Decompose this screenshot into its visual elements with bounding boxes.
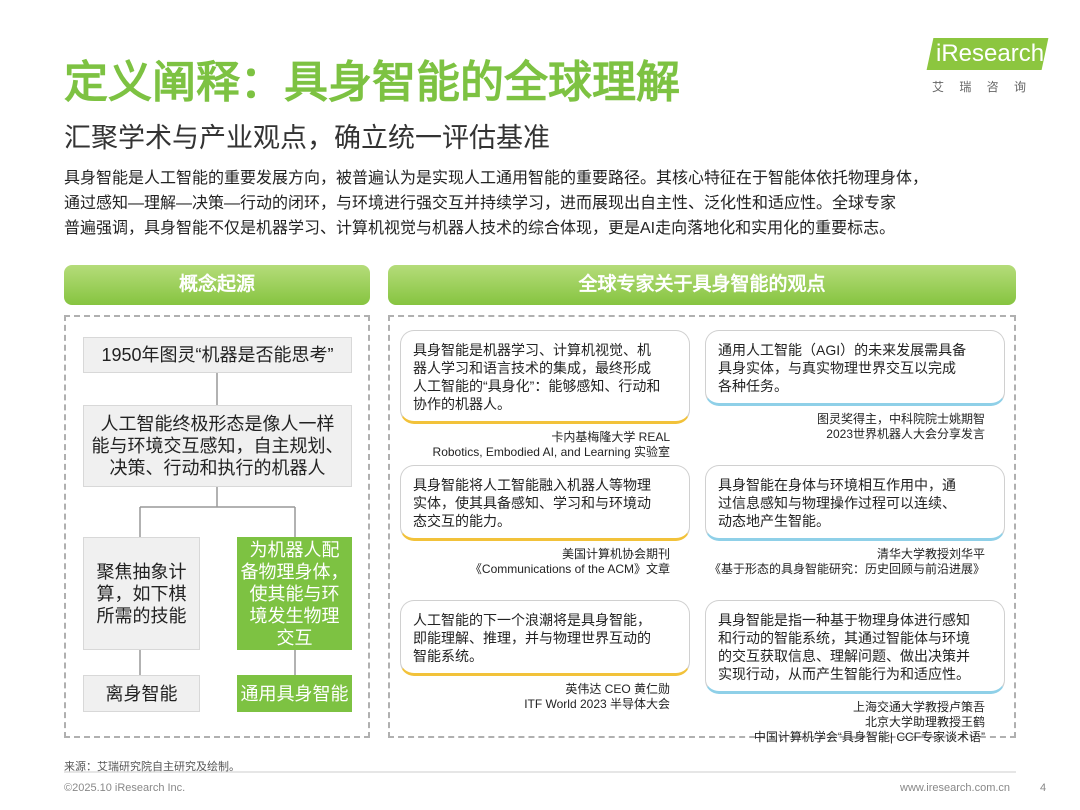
box-line: 算，如下棋 [96, 583, 187, 604]
quote-line: 具身智能是指一种基于物理身体进行感知 [718, 612, 970, 628]
box-line: 决策、行动和执行的机器人 [109, 458, 326, 478]
quote-line: 具身智能是机器学习、计算机视觉、机 [413, 342, 651, 358]
quote-line: 协作的机器人。 [413, 396, 511, 412]
concept-box: 人工智能终极形态是像人一样 能与环境交互感知，自主规划、 决策、行动和执行的机器人 [83, 405, 352, 487]
quote-line: 各种任务。 [718, 378, 788, 394]
box-line: 使其能与环 [249, 583, 340, 604]
concept-box: 离身智能 [83, 675, 200, 712]
quote-line: 实现行动，从而产生智能行为和适应性。 [718, 666, 970, 682]
quote-line: 和行动的智能系统，其通过智能体与环境 [718, 630, 970, 646]
quote-source: 卡内基梅隆大学 REAL Robotics, Embodied AI, and L… [370, 430, 670, 460]
quote-line: 人工智能的下一个浪潮将是具身智能， [413, 612, 651, 628]
title: 定义阐释：具身智能的全球理解 [64, 58, 680, 107]
box-line: 聚焦抽象计 [96, 561, 187, 582]
box-line: 备物理身体， [240, 561, 349, 582]
quote-card: 具身智能是指一种基于物理身体进行感知 和行动的智能系统，其通过智能体与环境 的交互获… [705, 600, 1005, 694]
quote-line: 智能系统。 [413, 648, 483, 664]
left-header: 概念起源 [64, 265, 370, 305]
source-line: 卡内基梅隆大学 REAL [551, 430, 670, 444]
concept-box: 通用具身智能 [237, 675, 352, 712]
source-line: 图灵奖得主，中科院院士姚期智 [816, 412, 985, 426]
quote-line: 即能理解、推理，并与物理世界互动的 [413, 630, 651, 646]
quote-card: 人工智能的下一个浪潮将是具身智能， 即能理解、推理，并与物理世界互动的 智能系统。 [400, 600, 690, 676]
box-line: 通用具身智能 [240, 683, 349, 704]
quote-line: 态交互的能力。 [413, 513, 511, 529]
source-line: 中国计算机学会“具身智能| CCF专家谈术语” [753, 730, 985, 744]
box-line: 1950年图灵“机器是否能思考” [101, 345, 334, 365]
source-line: 《基于形态的具身智能研究：历史回顾与前沿进展》 [708, 562, 985, 576]
quote-line: 实体，使其具备感知、学习和与环境动 [413, 495, 651, 511]
intro: 具身智能是人工智能的重要发展方向，被普遍认为是实现人工通用智能的重要路径。其核心… [64, 166, 928, 241]
quote-line: 具身智能在身体与环境相互作用中，通 [718, 477, 956, 493]
quote-line: 器人学习和语言技术的集成，最终形成 [413, 360, 651, 376]
quote-line: 通用人工智能（AGI）的未来发展需具备 [718, 342, 967, 358]
box-line: 境发生物理 [249, 605, 340, 626]
source-note: 来源：艾瑞研究院自主研究及绘制。 [64, 761, 240, 773]
source-line: ITF World 2023 半导体大会 [524, 697, 670, 711]
quote-source: 英伟达 CEO 黄仁勋 ITF World 2023 半导体大会 [370, 682, 670, 712]
quote-line: 动态地产生智能。 [718, 513, 830, 529]
source-line: 英伟达 CEO 黄仁勋 [565, 682, 670, 696]
page-number: 4 [1040, 782, 1047, 794]
intro-line: 普遍强调，具身智能不仅是机器学习、计算机视觉与机器人技术的综合体现，更是AI走向… [64, 220, 896, 237]
quote-source: 上海交通大学教授卢策吾 北京大学助理教授王鹤 中国计算机学会“具身智能| CCF专家… [675, 700, 985, 745]
box-line: 为机器人配 [249, 539, 340, 560]
intro-line: 通过感知—理解—决策—行动的闭环，与环境进行强交互并持续学习，进而展现出自主性、… [64, 195, 897, 212]
logo: iResearch [936, 40, 1045, 67]
quote-line: 具身实体，与真实物理世界交互以完成 [718, 360, 956, 376]
source-line: Robotics, Embodied AI, and Learning 实验室 [432, 445, 670, 459]
quote-line: 人工智能的“具身化”：能够感知、行动和 [413, 378, 661, 394]
url: www.iresearch.com.cn [900, 782, 1011, 794]
box-line: 离身智能 [105, 683, 178, 704]
quote-line: 具身智能将人工智能融入机器人等物理 [413, 477, 651, 493]
box-line: 交互 [276, 627, 313, 648]
right-panel [388, 315, 1016, 738]
box-line: 所需的技能 [96, 605, 187, 626]
quote-card: 具身智能在身体与环境相互作用中，通 过信息感知与物理操作过程可以连续、 动态地产生智… [705, 465, 1005, 541]
quote-source: 美国计算机协会期刊 《Communications of the ACM》文章 [370, 547, 670, 577]
source-line: 北京大学助理教授王鹤 [864, 715, 985, 729]
quote-source: 图灵奖得主，中科院院士姚期智 2023世界机器人大会分享发言 [675, 412, 985, 442]
right-header: 全球专家关于具身智能的观点 [388, 265, 1016, 305]
quote-card: 具身智能是机器学习、计算机视觉、机 器人学习和语言技术的集成，最终形成 人工智能的“… [400, 330, 690, 424]
source-line: 《Communications of the ACM》文章 [469, 562, 670, 576]
concept-box: 为机器人配 备物理身体， 使其能与环 境发生物理 交互 [237, 537, 352, 650]
box-line: 人工智能终极形态是像人一样 [100, 414, 335, 434]
source-line: 清华大学教授刘华平 [876, 547, 985, 561]
quote-line: 过信息感知与物理操作过程可以连续、 [718, 495, 956, 511]
source-line: 美国计算机协会期刊 [561, 547, 670, 561]
intro-line: 具身智能是人工智能的重要发展方向，被普遍认为是实现人工通用智能的重要路径。其核心… [64, 170, 929, 187]
quote-card: 通用人工智能（AGI）的未来发展需具备 具身实体，与真实物理世界交互以完成 各种任务… [705, 330, 1005, 406]
logo-sub: 艾 瑞 咨 询 [932, 80, 1033, 94]
quote-card: 具身智能将人工智能融入机器人等物理 实体，使其具备感知、学习和与环境动 态交互的能力… [400, 465, 690, 541]
copyright: ©2025.10 iResearch Inc. [64, 782, 186, 794]
left-panel [64, 315, 370, 738]
source-line: 2023世界机器人大会分享发言 [826, 427, 985, 441]
source-line: 上海交通大学教授卢策吾 [852, 700, 985, 714]
concept-box: 聚焦抽象计 算，如下棋 所需的技能 [83, 537, 200, 650]
quote-source: 清华大学教授刘华平 《基于形态的具身智能研究：历史回顾与前沿进展》 [675, 547, 985, 577]
concept-box: 1950年图灵“机器是否能思考” [83, 337, 352, 373]
box-line: 能与环境交互感知，自主规划、 [91, 436, 344, 456]
quote-line: 的交互获取信息、理解问题、做出决策并 [718, 648, 970, 664]
subtitle: 汇聚学术与产业观点，确立统一评估基准 [64, 123, 550, 153]
